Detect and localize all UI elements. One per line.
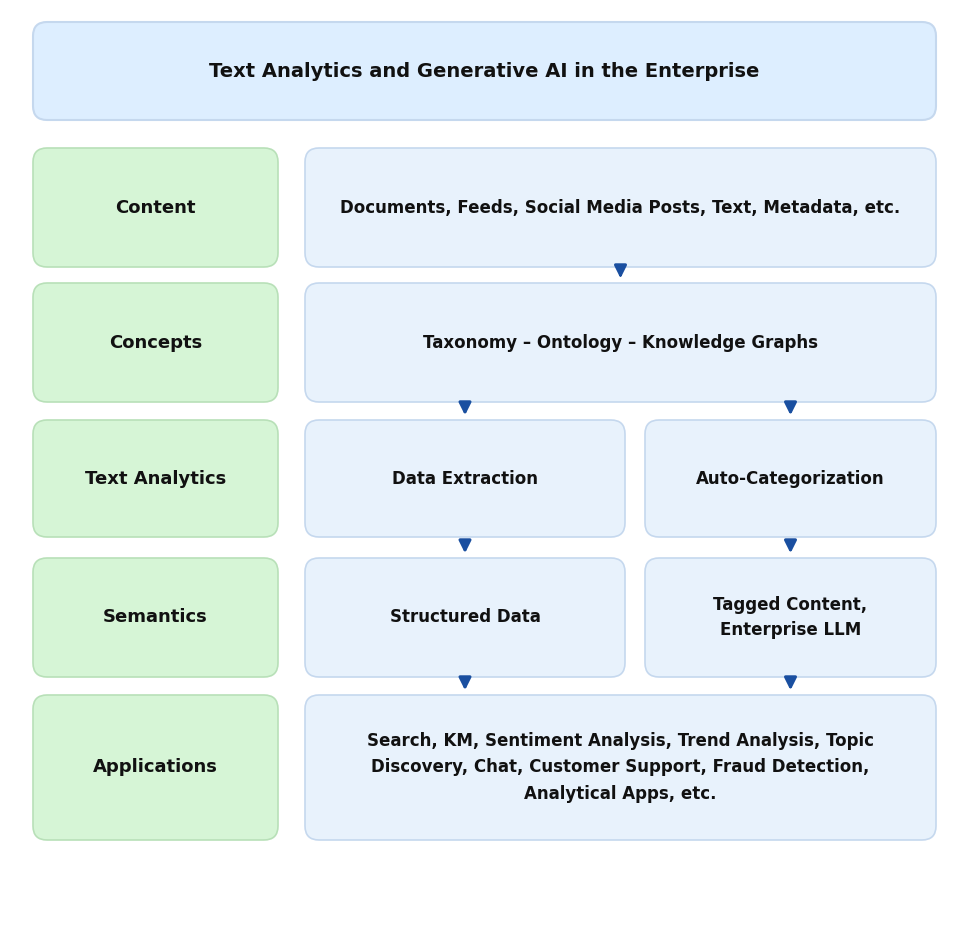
- Text: Text Analytics: Text Analytics: [85, 470, 226, 487]
- FancyBboxPatch shape: [33, 420, 278, 537]
- Text: Semantics: Semantics: [103, 609, 208, 627]
- Text: Taxonomy – Ontology – Knowledge Graphs: Taxonomy – Ontology – Knowledge Graphs: [423, 333, 818, 352]
- Text: Tagged Content,
Enterprise LLM: Tagged Content, Enterprise LLM: [713, 596, 867, 639]
- FancyBboxPatch shape: [645, 558, 936, 677]
- Text: Text Analytics and Generative AI in the Enterprise: Text Analytics and Generative AI in the …: [209, 61, 760, 81]
- Text: Data Extraction: Data Extraction: [392, 470, 538, 487]
- Text: Documents, Feeds, Social Media Posts, Text, Metadata, etc.: Documents, Feeds, Social Media Posts, Te…: [340, 199, 900, 216]
- FancyBboxPatch shape: [305, 148, 936, 267]
- Text: Auto-Categorization: Auto-Categorization: [696, 470, 885, 487]
- FancyBboxPatch shape: [33, 22, 936, 120]
- Text: Applications: Applications: [93, 758, 218, 776]
- Text: Structured Data: Structured Data: [390, 609, 541, 627]
- FancyBboxPatch shape: [305, 695, 936, 840]
- FancyBboxPatch shape: [33, 148, 278, 267]
- FancyBboxPatch shape: [33, 558, 278, 677]
- FancyBboxPatch shape: [33, 283, 278, 402]
- Text: Content: Content: [115, 199, 196, 216]
- Text: Search, KM, Sentiment Analysis, Trend Analysis, Topic
Discovery, Chat, Customer : Search, KM, Sentiment Analysis, Trend An…: [367, 732, 874, 803]
- FancyBboxPatch shape: [33, 695, 278, 840]
- FancyBboxPatch shape: [305, 420, 625, 537]
- FancyBboxPatch shape: [305, 283, 936, 402]
- Text: Concepts: Concepts: [109, 333, 203, 352]
- FancyBboxPatch shape: [645, 420, 936, 537]
- FancyBboxPatch shape: [305, 558, 625, 677]
